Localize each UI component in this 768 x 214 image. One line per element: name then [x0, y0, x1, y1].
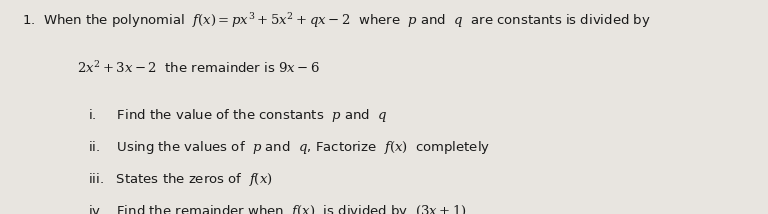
Text: iii.   States the zeros of  $f(x)$: iii. States the zeros of $f(x)$ [88, 171, 273, 188]
Text: $2x^2 + 3x - 2$  the remainder is $9x - 6$: $2x^2 + 3x - 2$ the remainder is $9x - 6… [77, 60, 319, 76]
Text: i.     Find the value of the constants  $p$ and  $q$: i. Find the value of the constants $p$ a… [88, 107, 388, 124]
Text: iv.   Find the remainder when  $f(x)$  is divided by  $(3x+1)$: iv. Find the remainder when $f(x)$ is di… [88, 203, 467, 214]
Text: ii.    Using the values of  $p$ and  $q$, Factorize  $f(x)$  completely: ii. Using the values of $p$ and $q$, Fac… [88, 139, 491, 156]
Text: 1.  When the polynomial  $f(x) = px^3 + 5x^2 + qx - 2$  where  $p$ and  $q$  are: 1. When the polynomial $f(x) = px^3 + 5x… [22, 11, 650, 30]
